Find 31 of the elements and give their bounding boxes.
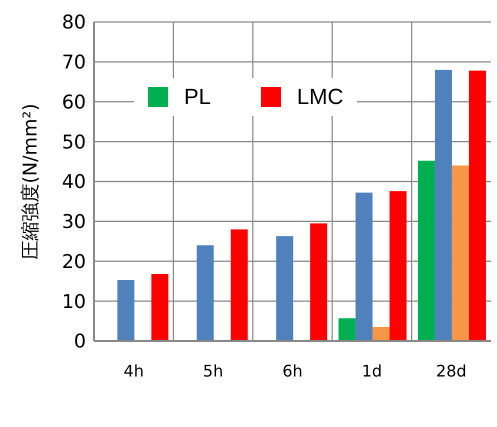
bar: [196, 245, 214, 341]
y-tick-label: 80: [62, 12, 86, 34]
bar: [452, 166, 469, 341]
y-tick-label: 40: [62, 171, 86, 194]
x-tick-label: 28d: [436, 361, 467, 380]
x-tick-label: 1d: [362, 361, 382, 380]
bar: [117, 280, 134, 341]
y-tick-label: 60: [62, 91, 86, 114]
y-tick-label: 0: [74, 330, 86, 353]
bar: [468, 70, 486, 341]
x-tick-label: 6h: [282, 361, 303, 380]
bar: [276, 236, 294, 341]
y-tick-label: 50: [62, 131, 86, 154]
bar: [418, 160, 435, 341]
y-axis-title: 圧縮強度(N/mm²): [20, 103, 42, 260]
bar: [338, 318, 356, 341]
y-tick-label: 10: [62, 290, 86, 313]
legend-label: LMC: [296, 84, 344, 110]
bar: [372, 327, 390, 341]
bar: [434, 70, 452, 341]
bar: [356, 192, 373, 341]
y-tick-label: 20: [62, 250, 86, 273]
bar: [390, 191, 407, 341]
y-tick-label: 70: [62, 52, 86, 74]
bar: [151, 274, 168, 341]
x-tick-label: 4h: [124, 361, 144, 380]
bar: [230, 229, 248, 341]
legend-label: PL: [184, 84, 211, 110]
y-tick-label: 30: [62, 211, 86, 234]
x-tick-label: 5h: [202, 361, 224, 380]
bar: [310, 223, 328, 341]
